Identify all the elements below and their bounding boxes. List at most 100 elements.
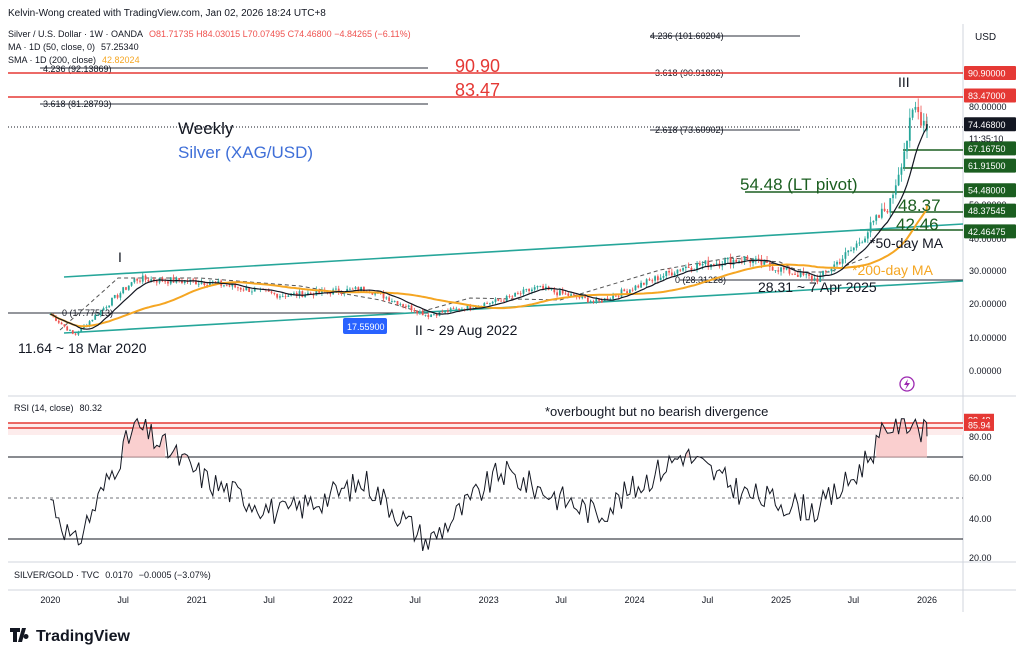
candle-body (111, 297, 113, 306)
candle-body (416, 311, 419, 314)
candle-body (77, 332, 80, 335)
annotation-9090: 90.90 (455, 56, 500, 76)
candle-body (234, 284, 237, 288)
price-tag-text: 67.16750 (968, 144, 1006, 154)
low-price-tag-text: 17.55900 (347, 322, 385, 332)
annotation-4837: 48.37 (898, 196, 941, 215)
fib-label-17: 0 (17.77513) (62, 308, 113, 318)
candle-body (195, 280, 197, 285)
candle-body (357, 287, 360, 292)
sma-legend: SMA · 1D (200, close) 42.82024 (8, 55, 140, 65)
annotation-ma200: *200-day MA (852, 262, 934, 278)
candle-body (556, 292, 558, 296)
rsi-tick-20: 20.00 (969, 553, 992, 563)
candle-body (782, 267, 785, 270)
candle-body (273, 292, 276, 294)
rsi-overbought-band (8, 423, 963, 435)
candle-body (682, 268, 684, 271)
candle-body (715, 263, 718, 266)
candle-body (690, 267, 693, 271)
candle-body (819, 275, 822, 283)
candle-body (542, 285, 544, 290)
candle-body (684, 266, 687, 269)
candle-body (712, 264, 715, 266)
author-line: Kelvin-Wong created with TradingView.com… (8, 8, 326, 19)
candle-body (167, 281, 169, 284)
tradingview-logo-icon (10, 628, 29, 642)
candle-body (822, 270, 824, 276)
candle-body (447, 310, 449, 312)
candle-body (701, 264, 704, 266)
price-tick-80: 80.00000 (969, 102, 1007, 112)
time-tick: 2025 (771, 595, 791, 605)
candle-body (810, 275, 813, 280)
candle-body (889, 198, 892, 213)
lightning-icon[interactable] (899, 376, 915, 392)
candle-body (897, 174, 900, 186)
candle-body (732, 259, 735, 265)
candle-body (687, 266, 690, 268)
candle-body (147, 279, 150, 282)
candle-body (760, 258, 763, 265)
annotation-weekly: Weekly (178, 119, 234, 138)
rsi-line (50, 417, 928, 552)
candle-body (242, 289, 245, 291)
time-tick: Jul (702, 595, 714, 605)
rsi-tag-bg (964, 418, 994, 431)
candle-body (670, 272, 673, 276)
candle-body (237, 287, 239, 289)
candle-body (405, 306, 407, 307)
tradingview-brand: TradingView (36, 628, 131, 645)
symbol-line: Silver / U.S. Dollar · 1W · OANDA O81.717… (8, 29, 411, 39)
time-tick: Jul (555, 595, 567, 605)
candle-body (340, 292, 343, 294)
candle-body (900, 167, 903, 175)
candle-body (883, 208, 886, 211)
rsi-label: RSI (14, close) 80.32 (14, 403, 102, 413)
candle-body (746, 256, 749, 260)
wave-dashed-line (59, 255, 801, 331)
candle-body (483, 303, 486, 307)
candle-body (679, 269, 682, 271)
candle-body (239, 287, 242, 290)
candle-body (354, 287, 357, 289)
fib-label-101: 4.236 (101.60204) (650, 31, 724, 41)
candle-body (920, 112, 922, 126)
candle-body (869, 222, 872, 233)
candle-body (606, 298, 609, 301)
price-tag-text: 90.90000 (968, 69, 1006, 79)
candle-body (794, 273, 796, 275)
candle-body (421, 311, 424, 316)
candle-body (511, 296, 514, 298)
candle-body (251, 291, 253, 293)
price-axis-tags: 90.90000 83.47000 74.46800 67.16750 61.91500… (964, 66, 1016, 239)
price-tick-20: 20.00000 (969, 299, 1007, 309)
candle-body (704, 260, 707, 265)
candle-body (231, 284, 234, 287)
candle-body (497, 299, 500, 301)
candle-body (623, 289, 626, 292)
annotation-ma50: *50-day MA (870, 235, 944, 251)
candle-body (676, 269, 679, 274)
candle-body (519, 293, 522, 295)
candle-body (491, 301, 494, 304)
candle-body (626, 291, 628, 294)
candle-body (654, 276, 656, 281)
candle-body (589, 301, 592, 303)
candle-body (150, 279, 153, 282)
candle-body (287, 295, 290, 297)
candle-body (71, 330, 74, 334)
candle-body (628, 289, 631, 294)
ma200-line (50, 205, 928, 328)
candle-body (721, 265, 724, 267)
candle-body (63, 324, 66, 327)
candle-body (553, 289, 556, 293)
candle-body (617, 295, 620, 297)
candle-body (203, 282, 206, 286)
time-tick: 2024 (625, 595, 645, 605)
candle-body (906, 140, 908, 152)
annotation-instrument: Silver (XAG/USD) (178, 143, 313, 162)
candle-body (80, 328, 83, 333)
candle-body (253, 288, 256, 292)
candle-body (349, 288, 351, 290)
